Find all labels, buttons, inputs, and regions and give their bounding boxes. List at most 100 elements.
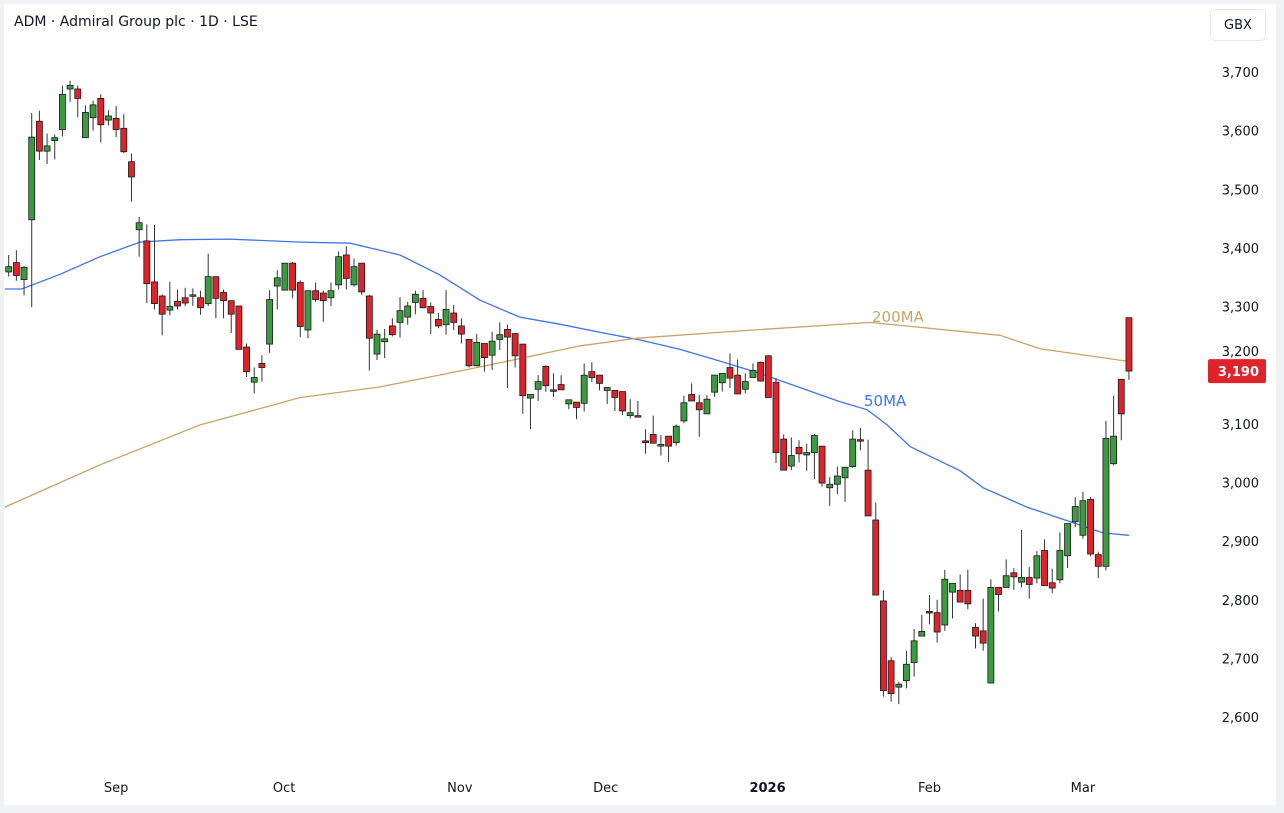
x-tick-label: Mar <box>1071 781 1096 796</box>
candle-down <box>342 254 350 279</box>
candle-down <box>128 161 135 178</box>
candle-up <box>135 222 143 231</box>
candle-up <box>603 387 611 391</box>
candle-up <box>741 381 749 390</box>
candle-up <box>304 290 312 331</box>
candle-up <box>672 425 680 444</box>
candle-down <box>995 587 1002 595</box>
candle-down <box>1094 554 1102 567</box>
candle-down <box>120 127 128 153</box>
candle-up <box>703 398 711 415</box>
candle-up <box>833 475 841 485</box>
y-tick-label: 3,500 <box>1222 183 1259 198</box>
y-tick-label: 2,800 <box>1222 594 1259 609</box>
x-tick-label: Sep <box>104 781 129 796</box>
candle-down <box>151 281 158 305</box>
candle-up <box>28 136 36 221</box>
candle-up <box>82 112 89 139</box>
x-tick-label: Nov <box>447 781 473 796</box>
candle-down <box>757 361 765 382</box>
candle-down <box>181 297 189 304</box>
candle-down <box>926 611 933 614</box>
candle-up <box>987 587 995 684</box>
candle-down <box>688 394 695 402</box>
last-price-badge <box>1208 359 1266 384</box>
candle-down <box>764 355 772 398</box>
candle-down <box>427 306 435 314</box>
candle-up <box>803 452 811 456</box>
candle-down <box>772 381 780 453</box>
candle-down <box>365 295 373 339</box>
candle-up <box>105 115 112 121</box>
candle-down <box>795 446 803 455</box>
candle-down <box>312 290 320 300</box>
candle-up <box>718 373 726 384</box>
candle-up <box>849 438 857 468</box>
candle-down <box>649 433 657 444</box>
chart-panel <box>4 4 1276 805</box>
candle-up <box>941 578 949 626</box>
x-tick-label: 2026 <box>749 781 785 796</box>
chart-title: ADM · Admiral Group plc · 1D · LSE <box>14 14 258 30</box>
candle-down <box>481 343 488 358</box>
candle-up <box>749 370 757 378</box>
candle-down <box>450 312 458 323</box>
candle-up <box>565 399 573 405</box>
candle-down <box>197 297 204 309</box>
candle-down <box>296 282 304 327</box>
candle-down <box>665 435 672 447</box>
candle-up <box>411 293 419 303</box>
candle-up <box>204 276 212 305</box>
ma200-label: 200MA <box>872 308 925 326</box>
candle-up <box>826 483 834 489</box>
y-tick-label: 3,100 <box>1222 418 1259 433</box>
candle-down <box>872 519 880 596</box>
candle-up <box>66 85 74 90</box>
candle-down <box>1125 317 1133 372</box>
candle-down <box>243 346 250 373</box>
candle-down <box>933 612 941 633</box>
y-tick-label: 2,900 <box>1222 535 1259 550</box>
candle-down <box>235 305 243 350</box>
candle-down <box>611 390 619 398</box>
candle-up <box>473 341 481 367</box>
candle-down <box>97 97 105 126</box>
x-tick-label: Dec <box>593 781 618 796</box>
y-tick-label: 2,600 <box>1222 711 1259 726</box>
candle-up <box>166 306 174 311</box>
candle-down <box>734 374 742 395</box>
last-price-label: 3,190 <box>1218 365 1259 380</box>
y-tick-label: 3,400 <box>1222 242 1259 257</box>
candle-up <box>189 294 197 297</box>
candle-down <box>158 295 166 315</box>
candle-up <box>787 455 795 467</box>
candle-up <box>404 305 412 318</box>
candle-down <box>143 240 151 285</box>
candle-up <box>5 266 13 273</box>
candle-up <box>949 582 956 593</box>
candle-down <box>887 660 895 694</box>
candle-down <box>979 630 987 644</box>
candle-up <box>626 412 634 417</box>
candle-down <box>726 367 734 379</box>
candle-down <box>220 292 227 302</box>
candle-up <box>680 402 688 422</box>
candle-down <box>956 589 964 603</box>
candle-up <box>51 137 59 142</box>
candle-down <box>465 338 473 367</box>
candle-down <box>434 319 442 327</box>
candle-down <box>289 262 297 291</box>
candle-up <box>903 663 910 682</box>
candle-up <box>910 640 918 663</box>
candle-down <box>1048 582 1056 589</box>
candle-down <box>864 469 872 517</box>
candle-up <box>895 683 903 688</box>
candle-down <box>550 389 557 392</box>
candle-down <box>227 300 235 315</box>
candle-up <box>381 338 389 343</box>
currency-button[interactable]: GBX <box>1210 9 1266 41</box>
candle-down <box>857 439 864 442</box>
candle-down <box>695 402 703 411</box>
candle-down <box>504 329 511 338</box>
